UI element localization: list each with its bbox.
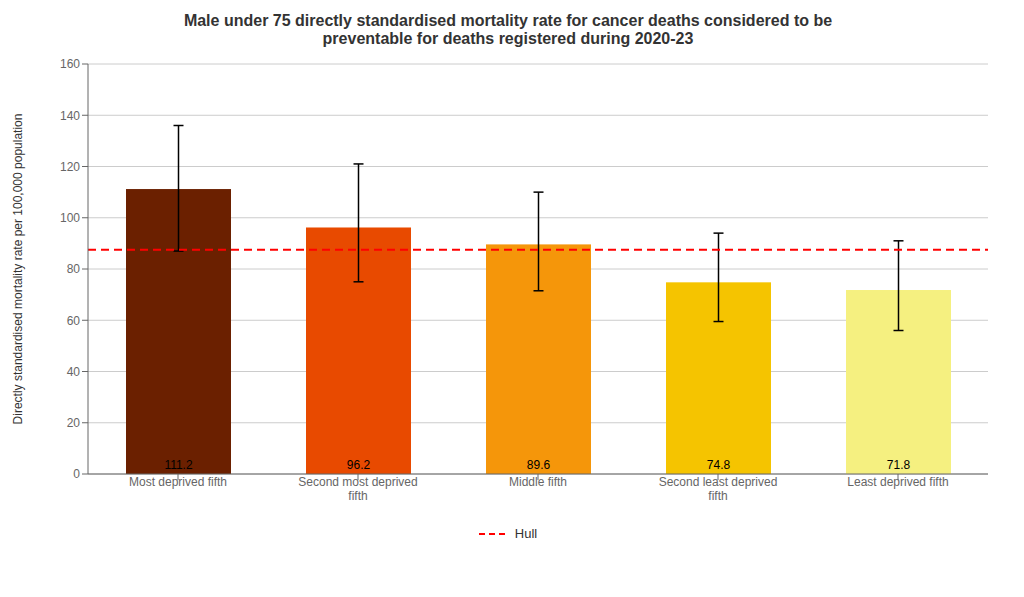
- svg-text:100: 100: [60, 211, 80, 225]
- svg-text:Second most deprivedfifth: Second most deprivedfifth: [298, 475, 417, 503]
- html-text:Hull: Hull: [514, 526, 538, 541]
- svg-text:Most deprived fifth: Most deprived fifth: [129, 475, 227, 489]
- svg-text:160: 160: [60, 57, 80, 71]
- svg-text:20: 20: [67, 416, 81, 430]
- svg-text:96.2: 96.2: [347, 458, 371, 472]
- svg-text:Directly standardised mortalit: Directly standardised mortality rate per…: [11, 114, 25, 425]
- svg-text:140: 140: [60, 109, 80, 123]
- svg-text:40: 40: [67, 365, 81, 379]
- svg-text:60: 60: [67, 314, 81, 328]
- svg-text:80: 80: [67, 262, 81, 276]
- svg-text:Middle fifth: Middle fifth: [509, 475, 567, 489]
- svg-text:Second least deprivedfifth: Second least deprivedfifth: [659, 475, 778, 503]
- html-text:Male under 75 directly standar: Male under 75 directly standardised mort…: [183, 12, 833, 47]
- svg-text:Least deprived fifth: Least deprived fifth: [847, 475, 948, 489]
- svg-text:120: 120: [60, 160, 80, 174]
- svg-text:71.8: 71.8: [887, 458, 911, 472]
- svg-text:111.2: 111.2: [164, 458, 193, 472]
- svg-text:0: 0: [73, 467, 80, 481]
- svg-text:89.6: 89.6: [527, 458, 551, 472]
- svg-text:74.8: 74.8: [707, 458, 731, 472]
